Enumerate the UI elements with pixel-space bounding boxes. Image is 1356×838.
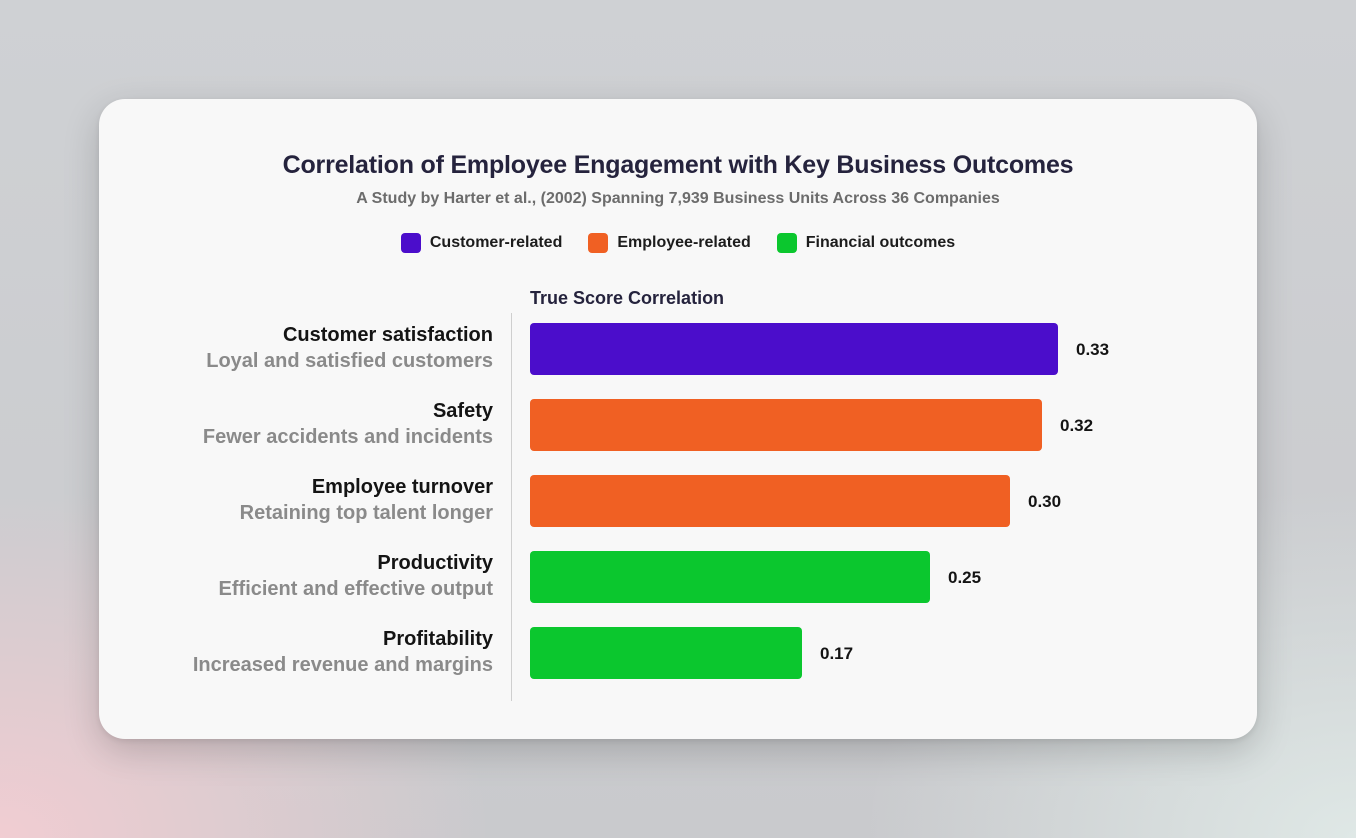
y-axis-line	[511, 313, 512, 701]
chart-card: Correlation of Employee Engagement with …	[99, 99, 1257, 739]
category-name: Profitability	[382, 628, 493, 650]
bar-chart-plot: 0.33 0.32 0.30 0.25 0.17	[530, 323, 1109, 679]
legend-label-customer: Customer-related	[429, 234, 563, 251]
category-description: Increased revenue and margins	[192, 654, 493, 676]
legend-label-financial: Financial outcomes	[805, 234, 956, 251]
chart-subtitle: A Study by Harter et al., (2002) Spannin…	[356, 190, 1000, 207]
category-name: Productivity	[377, 552, 493, 574]
bar-value-label: 0.32	[1060, 416, 1093, 435]
category-label-employee-turnover: Employee turnover Retaining top talent l…	[93, 474, 493, 526]
bar-safety	[530, 399, 1042, 451]
bar-employee-turnover	[530, 475, 1010, 527]
bar-value-label: 0.30	[1028, 492, 1061, 511]
bar-value-label: 0.17	[820, 644, 853, 663]
category-label-productivity: Productivity Efficient and effective out…	[93, 550, 493, 602]
category-description: Loyal and satisfied customers	[206, 350, 493, 372]
legend-swatch-financial	[776, 233, 797, 253]
category-description: Efficient and effective output	[218, 578, 493, 600]
legend-item-customer: Customer-related	[400, 233, 563, 253]
bar-value-label: 0.33	[1076, 340, 1109, 359]
bar-customer-satisfaction	[530, 323, 1058, 375]
x-axis-title: True Score Correlation	[530, 288, 725, 308]
category-name: Customer satisfaction	[282, 324, 493, 346]
category-description: Fewer accidents and incidents	[202, 426, 493, 448]
category-label-profitability: Profitability Increased revenue and marg…	[93, 626, 493, 678]
legend-swatch-customer	[400, 233, 421, 253]
legend-swatch-employee	[588, 233, 609, 253]
category-label-customer-satisfaction: Customer satisfaction Loyal and satisfie…	[93, 322, 493, 374]
legend-label-employee: Employee-related	[617, 234, 751, 251]
legend-item-financial: Financial outcomes	[776, 233, 956, 253]
bar-profitability	[530, 627, 802, 679]
category-name: Employee turnover	[311, 476, 493, 498]
chart-title: Correlation of Employee Engagement with …	[282, 151, 1074, 179]
category-label-safety: Safety Fewer accidents and incidents	[93, 398, 493, 450]
legend-item-employee: Employee-related	[588, 233, 751, 253]
bar-value-label: 0.25	[948, 568, 981, 587]
chart-legend: Customer-related Employee-related Financ…	[99, 233, 1257, 253]
category-name: Safety	[432, 400, 493, 422]
bar-productivity	[530, 551, 930, 603]
category-description: Retaining top talent longer	[239, 502, 493, 524]
